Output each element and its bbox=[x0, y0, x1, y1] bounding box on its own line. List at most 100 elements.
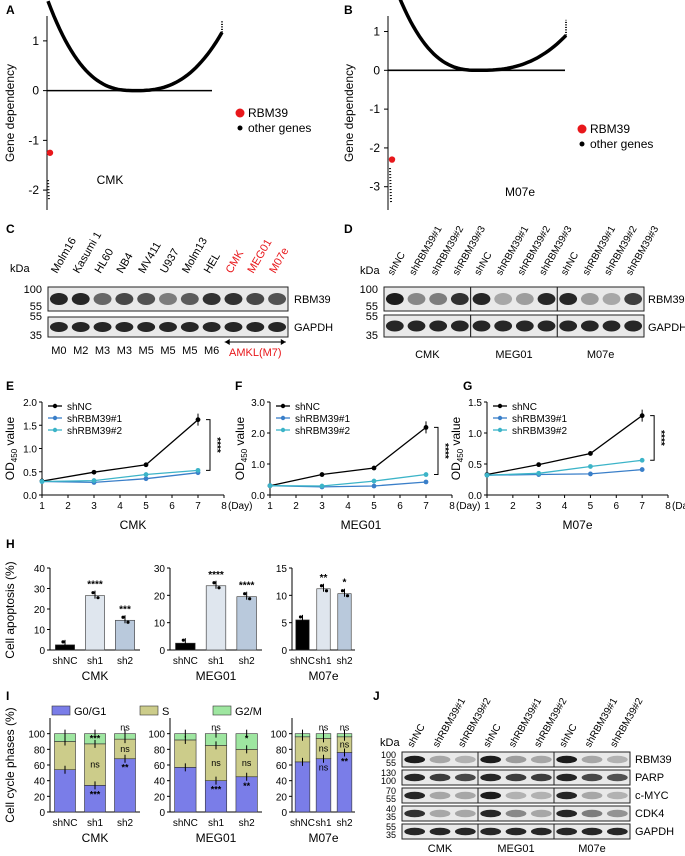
x-tick-label: 7 bbox=[195, 501, 201, 512]
strip-PARP-band bbox=[429, 773, 451, 782]
y-label-tail: value bbox=[449, 416, 463, 448]
marker-label: 100 bbox=[24, 284, 42, 296]
gapdh-strip-band bbox=[180, 322, 199, 332]
y-tick-label: 2.0 bbox=[23, 398, 37, 409]
series-line-shRBM39#1 bbox=[41, 472, 199, 484]
legend-marker bbox=[280, 403, 286, 409]
y-tick-label: -3 bbox=[369, 180, 380, 194]
x-tick-label: 3 bbox=[91, 501, 97, 512]
bar-g0g1 bbox=[54, 769, 76, 813]
data-point bbox=[319, 483, 325, 489]
y-tick-label: 80 bbox=[276, 745, 288, 756]
marker-label: 35 bbox=[30, 330, 42, 342]
gapdh-strip-band bbox=[407, 320, 426, 332]
legend-marker bbox=[497, 415, 503, 421]
replicate-dot bbox=[248, 597, 252, 601]
strip-CDK4-band bbox=[429, 809, 451, 818]
strip-GAPDH-band bbox=[480, 827, 502, 836]
gapdh-strip-band bbox=[159, 322, 177, 332]
x-tick-label: 2 bbox=[510, 501, 516, 512]
subtype-label: M5 bbox=[182, 345, 197, 357]
series-line-shNC bbox=[41, 419, 199, 482]
rbm39-strip-band bbox=[407, 293, 426, 305]
data-point bbox=[39, 479, 45, 484]
cell-line-label: M07e bbox=[308, 831, 338, 845]
panel-label-j: J bbox=[373, 689, 380, 703]
y-tick-label: 0 bbox=[32, 84, 39, 98]
bar-g0g1 bbox=[294, 761, 311, 813]
cell-line-label: M07e bbox=[578, 843, 606, 855]
strip-PARP-band bbox=[530, 773, 552, 782]
significance-stars: **** bbox=[239, 581, 255, 592]
cell-line-label: CMK bbox=[120, 518, 147, 532]
x-unit-label: (Day) bbox=[672, 501, 685, 512]
y-tick-label: 30 bbox=[154, 564, 166, 575]
panel-label-h: H bbox=[6, 537, 15, 551]
gene-tail-low bbox=[47, 180, 50, 201]
marker-label: 100 bbox=[360, 284, 378, 296]
strip-c-MYC-band bbox=[454, 791, 476, 800]
rbm39-strip-band bbox=[602, 293, 621, 305]
legend-label: shRBM39#2 bbox=[295, 426, 350, 437]
protein-label: c-MYC bbox=[635, 790, 669, 802]
data-point bbox=[143, 462, 149, 468]
y-tick-label: 0.5 bbox=[468, 460, 482, 471]
y-tick-label: 3.0 bbox=[251, 398, 265, 409]
y-tick-label: -1 bbox=[28, 133, 39, 147]
kda-label: kDa bbox=[360, 265, 380, 277]
gene-curve bbox=[398, 0, 568, 73]
legend-label: shRBM39#1 bbox=[295, 414, 350, 425]
marker-label: 55 bbox=[30, 301, 42, 313]
x-tick-label: sh2 bbox=[239, 656, 256, 667]
strip-CDK4-band bbox=[404, 809, 426, 818]
bar bbox=[295, 619, 310, 651]
y-tick-label: -2 bbox=[369, 141, 380, 155]
y-tick-label: 60 bbox=[154, 761, 166, 772]
rbm39-strip-band bbox=[515, 293, 534, 305]
strip-PARP-band bbox=[454, 773, 476, 782]
bar bbox=[236, 596, 257, 651]
lane-label: shNC bbox=[558, 722, 580, 749]
significance-s: ns bbox=[211, 758, 221, 768]
strip-RBM39-band bbox=[429, 755, 451, 764]
y-tick-label: 0.5 bbox=[23, 468, 37, 479]
gapdh-strip-band bbox=[385, 320, 404, 332]
legend-marker bbox=[280, 415, 286, 421]
protein-label: PARP bbox=[635, 772, 664, 784]
legend-marker bbox=[52, 403, 58, 409]
x-tick-label: shNC bbox=[52, 656, 77, 667]
replicate-dot bbox=[212, 581, 216, 585]
strip-RBM39-band bbox=[404, 755, 426, 764]
legend-label: shRBM39#2 bbox=[67, 426, 122, 437]
strip-CDK4-band bbox=[556, 809, 578, 818]
legend-marker bbox=[280, 427, 286, 433]
panel-label-i: I bbox=[6, 689, 9, 703]
gapdh-strip-band bbox=[559, 320, 578, 332]
data-point bbox=[371, 483, 377, 489]
bar-s bbox=[54, 741, 76, 771]
lane-label: shNC bbox=[406, 722, 428, 749]
y-tick-label: 10 bbox=[34, 626, 46, 637]
panel-label-a: A bbox=[6, 3, 15, 17]
cell-line-label: MEG01 bbox=[495, 349, 532, 361]
rbm39-strip-band bbox=[268, 293, 287, 305]
rbm39-strip-band bbox=[450, 293, 469, 305]
y-tick-label: 80 bbox=[154, 745, 166, 756]
y-tick-label: 1.5 bbox=[23, 421, 37, 432]
rbm39-strip-band bbox=[385, 293, 404, 305]
x-tick-label: sh2 bbox=[336, 818, 353, 829]
y-axis-label: Gene dependency bbox=[3, 64, 17, 162]
data-point bbox=[588, 464, 593, 469]
strip-PARP-band bbox=[480, 773, 502, 782]
x-tick-label: 8 bbox=[665, 501, 671, 512]
strip-c-MYC-band bbox=[556, 791, 578, 800]
x-unit-label: (Day) bbox=[228, 501, 252, 512]
strip-RBM39-band bbox=[606, 755, 628, 764]
y-tick-label: 0 bbox=[159, 646, 165, 657]
replicate-dot bbox=[298, 615, 303, 619]
gapdh-strip-band bbox=[71, 322, 90, 332]
x-tick-label: shNC bbox=[290, 656, 315, 667]
replicate-dot bbox=[181, 638, 185, 642]
significance-bracket bbox=[650, 415, 655, 461]
